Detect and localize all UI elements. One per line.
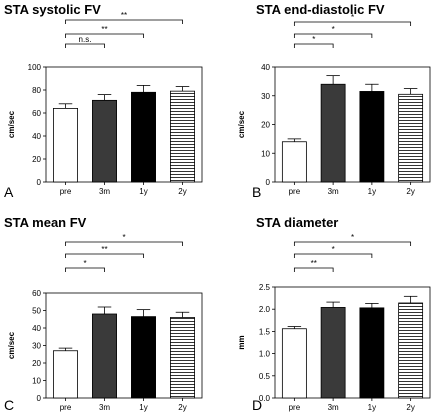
y-tick-label: 0.0 <box>259 394 271 403</box>
significance-bracket <box>293 33 373 38</box>
plot-frame <box>274 286 431 399</box>
y-tick-label: 10 <box>261 149 270 158</box>
significance-bracket <box>65 43 105 48</box>
bar <box>53 350 78 399</box>
y-tick-label: 1.5 <box>259 327 271 336</box>
x-tick-label: 3m <box>99 187 110 196</box>
y-tick-label: 2.0 <box>259 305 271 314</box>
significance-bracket <box>65 253 144 258</box>
x-tick-label: pre <box>289 187 301 196</box>
significance-label: * <box>312 35 315 44</box>
y-tick-label: 20 <box>261 121 270 130</box>
y-tick-label: 100 <box>28 63 42 72</box>
panel-title: STA end-diastolic FV <box>256 2 385 17</box>
y-axis-label: cm/sec <box>7 110 16 138</box>
x-tick-label: 2y <box>178 403 186 412</box>
y-tick-label: 30 <box>261 92 270 101</box>
x-tick-label: pre <box>60 187 72 196</box>
bar <box>359 91 385 183</box>
bar <box>398 93 424 183</box>
y-tick-label: 60 <box>32 109 41 118</box>
y-tick-label: 1.0 <box>259 350 271 359</box>
bar <box>92 313 117 399</box>
bar <box>170 317 195 399</box>
x-tick-label: 2y <box>178 187 186 196</box>
y-axis-label: cm/sec <box>237 110 246 138</box>
x-tick-label: pre <box>60 403 72 412</box>
y-tick-label: 60 <box>32 289 41 298</box>
x-tick-label: 1y <box>368 403 376 412</box>
significance-bracket <box>65 267 105 272</box>
x-tick-label: 1y <box>139 403 147 412</box>
bar <box>131 316 156 399</box>
x-tick-label: 1y <box>368 187 376 196</box>
y-tick-label: 2.5 <box>259 283 271 292</box>
significance-bracket <box>65 241 183 246</box>
x-tick-label: 2y <box>406 187 414 196</box>
x-tick-label: pre <box>289 403 301 412</box>
plot-frame <box>45 66 203 183</box>
y-tick-label: 20 <box>32 155 41 164</box>
y-tick-label: 0 <box>266 178 271 187</box>
y-axis-label: mm <box>237 335 246 349</box>
bar <box>281 141 307 183</box>
significance-label: ** <box>121 11 127 20</box>
x-tick-label: 1y <box>139 187 147 196</box>
significance-bracket <box>293 253 373 258</box>
panel-title: STA mean FV <box>4 215 87 230</box>
significance-label: * <box>351 13 354 22</box>
significance-bracket <box>65 33 144 38</box>
significance-label: ** <box>101 25 107 34</box>
significance-label: ** <box>101 245 107 254</box>
bar <box>281 328 307 399</box>
x-tick-label: 3m <box>99 403 110 412</box>
y-tick-label: 80 <box>32 86 41 95</box>
significance-label: * <box>122 233 125 242</box>
significance-bracket <box>293 43 334 48</box>
significance-label: ** <box>311 259 317 268</box>
bar <box>398 302 424 399</box>
y-tick-label: 20 <box>32 359 41 368</box>
y-axis-label: cm/sec <box>7 331 16 359</box>
y-tick-label: 50 <box>32 307 41 316</box>
panel-title: STA systolic FV <box>4 2 101 17</box>
panel-label: B <box>252 184 261 200</box>
x-tick-label: 3m <box>328 187 339 196</box>
bar <box>359 307 385 399</box>
bar <box>53 108 78 183</box>
panel-title: STA diameter <box>256 215 338 230</box>
significance-bracket <box>293 241 412 246</box>
panel-label: A <box>4 184 14 200</box>
y-tick-label: 40 <box>32 324 41 333</box>
significance-bracket <box>293 21 412 26</box>
significance-label: n.s. <box>79 35 92 44</box>
y-tick-label: 40 <box>261 63 270 72</box>
significance-label: * <box>83 259 86 268</box>
y-tick-label: 0 <box>37 394 42 403</box>
y-tick-label: 0.5 <box>259 372 271 381</box>
y-tick-label: 30 <box>32 342 41 351</box>
significance-label: * <box>351 233 354 242</box>
significance-label: * <box>332 245 335 254</box>
significance-bracket <box>293 267 334 272</box>
y-tick-label: 40 <box>32 132 41 141</box>
bar <box>92 99 117 183</box>
bar <box>320 83 346 183</box>
significance-bracket <box>65 19 183 24</box>
panel-label: C <box>4 397 14 413</box>
bar <box>170 90 195 183</box>
y-tick-label: 0 <box>37 178 42 187</box>
x-tick-label: 2y <box>406 403 414 412</box>
y-tick-label: 10 <box>32 377 41 386</box>
bar <box>320 307 346 399</box>
bar <box>131 91 156 183</box>
panel-label: D <box>252 397 262 413</box>
x-tick-label: 3m <box>328 403 339 412</box>
significance-label: * <box>332 25 335 34</box>
